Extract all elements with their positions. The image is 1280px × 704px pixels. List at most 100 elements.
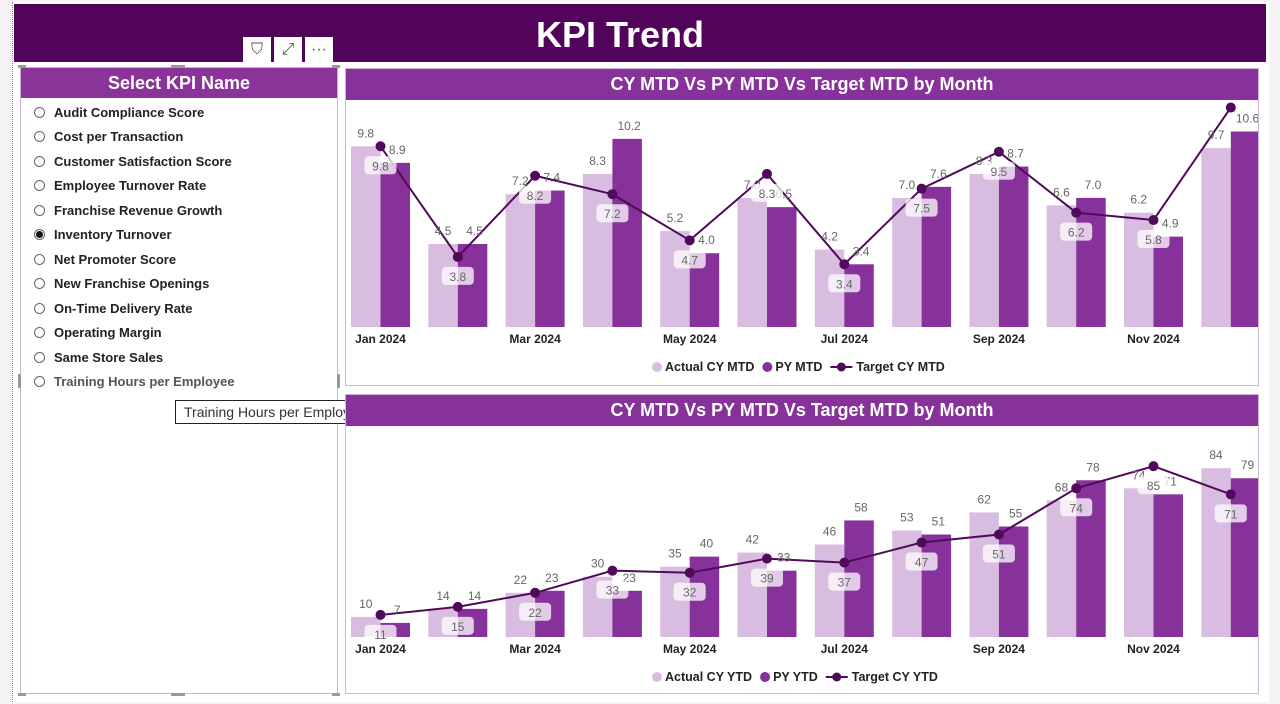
bar-actual-cy[interactable] [660,231,690,327]
radio-icon[interactable] [34,131,45,143]
slicer-item[interactable]: Employee Turnover Rate [21,174,337,199]
bar-actual-cy[interactable] [428,244,458,327]
bar-actual-cy[interactable] [660,566,690,637]
bar-py[interactable] [921,534,952,637]
bar-py[interactable] [1153,236,1184,327]
bar-py[interactable] [1153,494,1184,637]
bar-actual-cy[interactable] [1124,488,1154,637]
target-point[interactable] [1071,207,1082,218]
bar-actual-cy[interactable] [892,197,922,327]
resize-handle[interactable] [171,65,185,68]
filter-icon[interactable]: ⛉ [243,37,271,63]
bar-actual-cy[interactable] [969,173,999,327]
bar-py[interactable] [612,138,642,327]
target-point[interactable] [1148,215,1159,226]
legend-item[interactable]: PY YTD [773,670,818,684]
bar-actual-cy[interactable] [505,194,536,327]
bar-actual-cy[interactable] [737,552,768,637]
bar-py[interactable] [380,162,411,327]
target-point[interactable] [530,170,541,181]
radio-icon[interactable] [34,327,45,339]
target-point[interactable] [993,146,1004,157]
target-point[interactable] [607,189,618,200]
bar-actual-cy[interactable] [1201,468,1231,637]
radio-icon[interactable] [34,106,45,118]
bar-actual-cy[interactable] [1124,212,1154,327]
target-point[interactable] [993,529,1004,540]
slicer-item[interactable]: Same Store Sales [21,345,337,370]
slicer-item[interactable]: Training Hours per Employee [21,370,337,395]
radio-icon[interactable] [34,180,45,192]
radio-selected-icon[interactable] [34,229,45,241]
radio-icon[interactable] [34,155,45,167]
resize-handle[interactable] [332,65,340,68]
focus-mode-icon[interactable]: ⤢ [274,37,302,63]
bar-actual-cy[interactable] [814,544,845,637]
bar-actual-cy[interactable] [351,146,381,327]
legend-item[interactable]: Target CY YTD [852,670,938,684]
bar-py[interactable] [844,264,874,327]
target-point[interactable] [916,537,927,548]
bar-py[interactable] [1230,478,1261,637]
slicer-item[interactable]: Franchise Revenue Growth [21,198,337,223]
bar-actual-cy[interactable] [969,512,999,637]
resize-handle[interactable] [337,374,340,388]
data-label-box [1060,222,1093,241]
target-point[interactable] [916,183,927,194]
slicer-item[interactable]: Operating Margin [21,321,337,346]
bar-actual-cy[interactable] [1046,500,1077,637]
bar-py[interactable] [998,166,1029,327]
target-point[interactable] [607,565,618,576]
legend-item[interactable]: PY MTD [775,360,822,374]
data-label-box [364,624,397,643]
slicer-item[interactable]: On-Time Delivery Rate [21,296,337,321]
slicer-item[interactable]: New Franchise Openings [21,272,337,297]
slicer-item[interactable]: Net Promoter Score [21,247,337,272]
bar-actual-cy[interactable] [737,197,768,327]
target-point[interactable] [839,557,850,568]
bar-py[interactable] [535,190,565,327]
resize-handle[interactable] [171,693,185,696]
slicer-item[interactable]: Inventory Turnover [21,223,337,248]
resize-handle[interactable] [18,65,26,68]
slicer-item[interactable]: Audit Compliance Score [21,100,337,125]
slicer-item[interactable]: Cost per Transaction [21,125,337,150]
target-point[interactable] [684,235,695,246]
radio-icon[interactable] [34,278,45,290]
target-point[interactable] [452,601,463,612]
radio-icon[interactable] [34,253,45,265]
target-point[interactable] [1225,489,1236,500]
resize-handle[interactable] [18,693,26,696]
target-point[interactable] [762,553,772,564]
target-point[interactable] [762,168,772,179]
target-point[interactable] [839,259,850,270]
bar-py[interactable] [1076,197,1106,327]
target-point[interactable] [530,587,541,598]
legend-item[interactable]: Actual CY MTD [665,360,754,374]
data-label-cy: 53 [900,510,914,524]
legend-item[interactable]: Actual CY YTD [665,670,752,684]
target-point[interactable] [684,567,695,578]
target-point[interactable] [375,609,386,620]
target-point[interactable] [452,251,463,262]
bar-py[interactable] [998,526,1029,637]
radio-icon[interactable] [34,351,45,363]
bar-py[interactable] [457,244,488,327]
more-options-icon[interactable]: ··· [305,37,333,63]
target-point[interactable] [1071,483,1082,494]
radio-icon[interactable] [34,376,45,388]
target-point[interactable] [1225,102,1236,113]
legend-item[interactable]: Target CY MTD [856,360,944,374]
target-point[interactable] [1148,461,1159,472]
slicer-item[interactable]: Customer Satisfaction Score [21,149,337,174]
bar-actual-cy[interactable] [582,173,613,327]
bar-py[interactable] [1230,131,1261,327]
radio-icon[interactable] [34,302,45,314]
resize-handle[interactable] [332,693,340,696]
radio-icon[interactable] [34,204,45,216]
data-label-cy: 6.2 [1130,193,1147,207]
bar-py[interactable] [767,207,797,327]
target-point[interactable] [375,141,386,152]
resize-handle[interactable] [18,374,21,388]
bar-actual-cy[interactable] [1201,148,1231,327]
